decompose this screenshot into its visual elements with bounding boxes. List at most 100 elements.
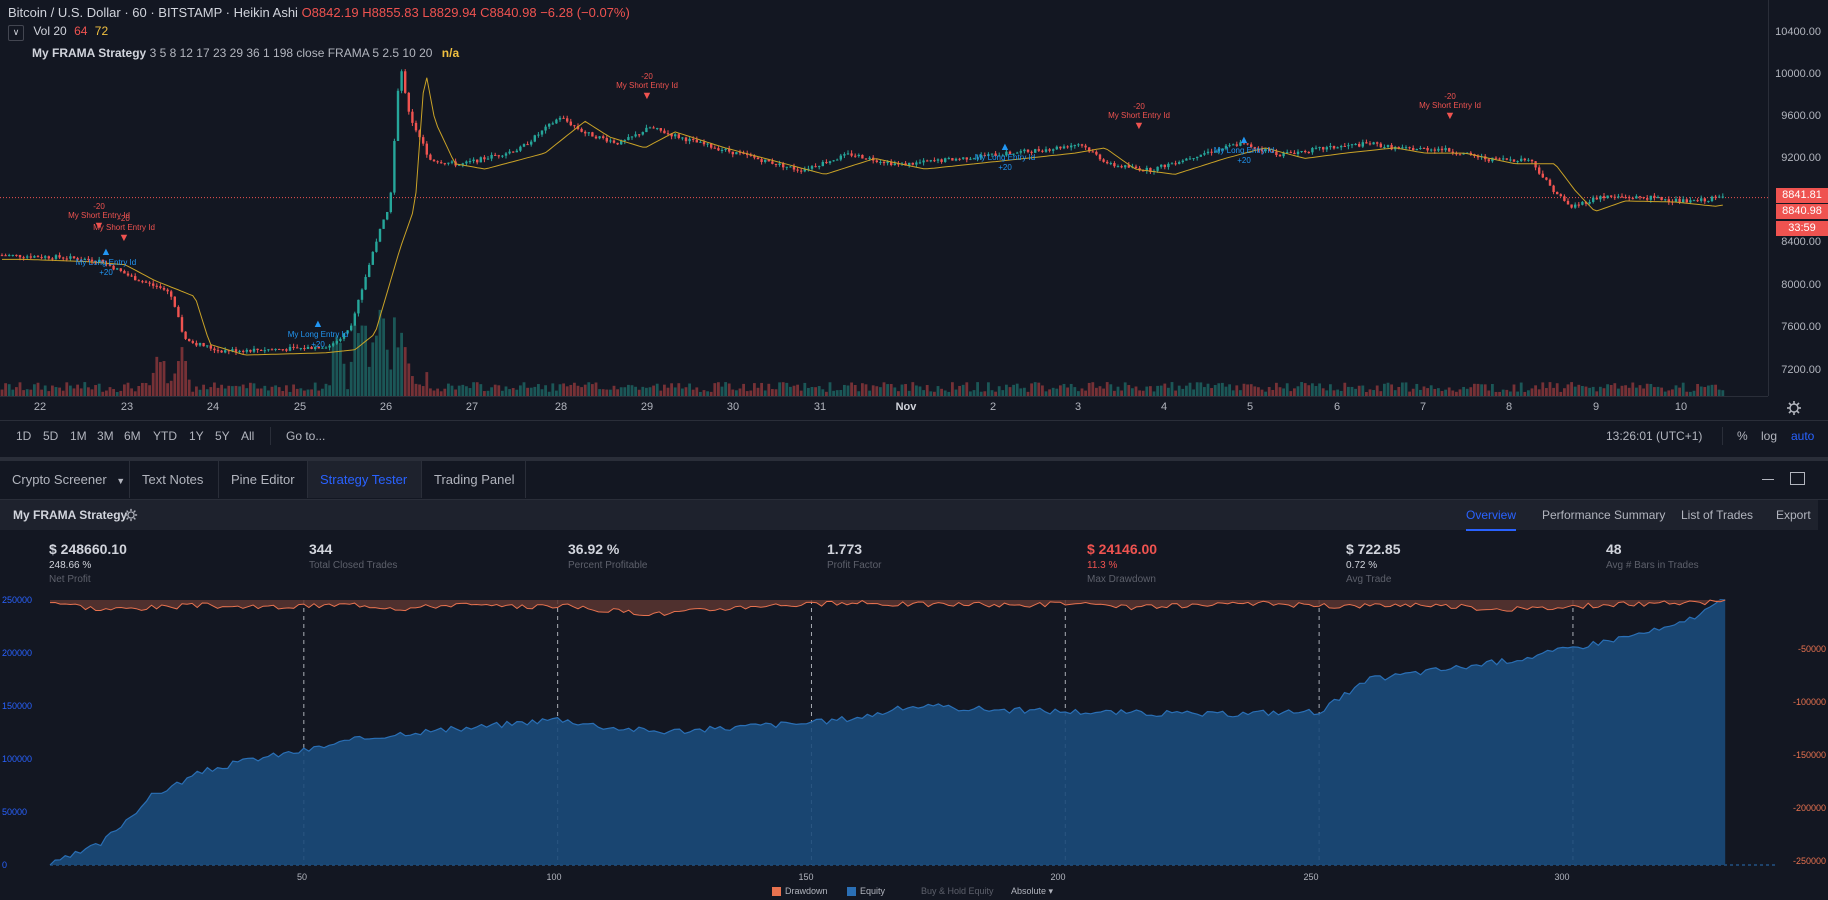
volume-bar	[1393, 390, 1397, 396]
chevron-down-icon[interactable]: ∨	[8, 25, 24, 41]
candle-body	[112, 265, 115, 270]
volume-bar	[1116, 386, 1120, 396]
candle-body	[198, 342, 202, 346]
range-1y[interactable]: 1Y	[189, 429, 204, 443]
volume-bar	[1602, 388, 1606, 396]
candle-body	[1239, 142, 1242, 146]
tab-overview[interactable]: Overview	[1466, 508, 1517, 531]
symbol-title[interactable]: Bitcoin / U.S. Dollar · 60 · BITSTAMP · …	[8, 5, 298, 20]
gear-icon[interactable]	[124, 508, 138, 522]
candle-body	[638, 134, 641, 136]
volume-bar	[306, 389, 310, 396]
volume-bar	[65, 382, 69, 396]
chevron-down-icon[interactable]: ▼	[116, 476, 126, 486]
volume-bar	[1577, 384, 1581, 396]
volume-bar	[558, 384, 562, 396]
volume-bar	[187, 379, 191, 396]
tab-pine-editor[interactable]: Pine Editor	[219, 461, 308, 498]
strategy-tester-header: My FRAMA Strategy Overview Performance S…	[0, 500, 1818, 531]
volume-bar	[220, 384, 223, 396]
range-ytd[interactable]: YTD	[153, 429, 177, 443]
tab-trading-panel[interactable]: Trading Panel	[422, 461, 526, 498]
volume-bar	[1217, 383, 1221, 396]
volume-bar	[724, 382, 727, 396]
price-chart[interactable]	[0, 0, 1768, 396]
candle-body	[1098, 154, 1102, 160]
volume-bar	[537, 384, 540, 396]
tab-text-notes[interactable]: Text Notes	[130, 461, 219, 498]
clock-timezone[interactable]: 13:26:01 (UTC+1)	[1606, 429, 1703, 443]
volume-bar	[583, 384, 587, 396]
volume-bar	[1667, 390, 1671, 396]
range-5y[interactable]: 5Y	[215, 429, 230, 443]
volume-bar	[367, 366, 371, 396]
volume-bar	[346, 389, 349, 396]
volume-bar	[454, 389, 457, 396]
range-1d[interactable]: 1D	[16, 429, 32, 443]
chevron-down-icon: ▾	[1048, 886, 1054, 896]
log-scale-toggle[interactable]: log	[1761, 429, 1778, 443]
tab-strategy-tester[interactable]: Strategy Tester	[308, 461, 422, 498]
candle-body	[1703, 198, 1706, 202]
range-5d[interactable]: 5D	[43, 429, 59, 443]
price-axis[interactable]: 10400.00 10000.00 9600.00 9200.00 8400.0…	[1768, 0, 1828, 396]
candle-body	[861, 154, 864, 159]
tab-export[interactable]: Export	[1776, 508, 1811, 522]
range-6m[interactable]: 6M	[124, 429, 141, 443]
volume-indicator[interactable]: ∨ Vol 20 64 72	[8, 24, 108, 41]
tab-crypto-screener[interactable]: Crypto Screener ▼	[0, 461, 130, 498]
candle-body	[1034, 149, 1037, 153]
tab-performance-summary[interactable]: Performance Summary	[1542, 508, 1666, 522]
candle-body	[144, 281, 148, 283]
legend-equity[interactable]: Equity	[847, 886, 885, 897]
volume-bar	[1447, 387, 1451, 396]
absolute-dropdown[interactable]: Absolute ▾	[1011, 886, 1054, 896]
volume-label[interactable]: Vol 20	[33, 24, 67, 38]
maximize-icon[interactable]	[1790, 472, 1805, 485]
candle-body	[1185, 158, 1188, 161]
time-axis[interactable]: 22 23 24 25 26 27 28 29 30 31 Nov 2 3 4 5 6 7 8 9 10	[0, 396, 1801, 419]
volume-bar	[1314, 386, 1318, 396]
volume-bar	[1689, 391, 1692, 396]
range-3m[interactable]: 3M	[97, 429, 114, 443]
minimize-icon[interactable]	[1762, 479, 1774, 480]
metric-avg-trade: $ 722.85 0.72 % Avg Trade	[1346, 541, 1401, 585]
volume-bar	[310, 389, 313, 396]
goto-date-button[interactable]: Go to...	[286, 429, 326, 443]
percent-scale-toggle[interactable]: %	[1737, 429, 1748, 443]
strategy-legend-name[interactable]: My FRAMA Strategy	[32, 46, 147, 60]
candle-body	[1113, 163, 1116, 167]
candle-body	[1379, 143, 1382, 148]
gear-icon[interactable]	[1786, 400, 1802, 416]
auto-scale-toggle[interactable]: auto	[1791, 429, 1815, 443]
range-all[interactable]: All	[241, 429, 255, 443]
equity-plot[interactable]	[0, 590, 1828, 897]
time-tick: 8	[1505, 401, 1513, 413]
candle-body	[828, 161, 832, 164]
candle-body	[530, 141, 533, 145]
volume-bar	[1563, 388, 1566, 396]
candlestick-plot[interactable]	[0, 0, 1768, 396]
range-1m[interactable]: 1M	[70, 429, 87, 443]
equity-chart[interactable]	[0, 590, 1828, 897]
volume-bar	[177, 361, 180, 396]
candle-body	[116, 268, 119, 270]
legend-drawdown[interactable]: Drawdown	[772, 886, 828, 897]
volume-bar	[141, 382, 144, 396]
volume-bar	[1051, 387, 1055, 396]
candle-body	[80, 259, 83, 261]
candle-body	[699, 141, 702, 143]
volume-bar	[774, 389, 778, 396]
volume-bar	[1717, 389, 1721, 396]
legend-buy-hold[interactable]: Buy & Hold Equity	[921, 886, 994, 896]
volume-bar	[1703, 386, 1707, 396]
candle-body	[72, 256, 76, 259]
volume-bar	[371, 342, 375, 396]
volume-bar	[425, 372, 429, 396]
candle-body	[87, 258, 90, 260]
volume-bar	[490, 387, 493, 396]
strategy-legend[interactable]: My FRAMA Strategy 3 5 8 12 17 23 29 36 1…	[32, 46, 459, 60]
tab-list-of-trades[interactable]: List of Trades	[1681, 508, 1754, 522]
volume-bar	[533, 386, 537, 396]
panel-resize-handle[interactable]	[0, 457, 1828, 461]
